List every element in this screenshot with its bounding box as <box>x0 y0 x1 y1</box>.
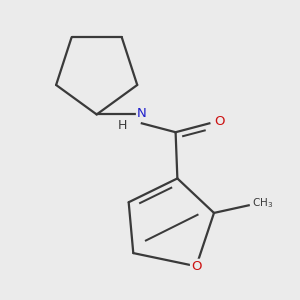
Text: O: O <box>191 260 202 273</box>
Text: H: H <box>118 118 127 132</box>
Text: O: O <box>215 115 225 128</box>
Text: CH$_3$: CH$_3$ <box>252 196 274 210</box>
Text: N: N <box>137 107 147 121</box>
